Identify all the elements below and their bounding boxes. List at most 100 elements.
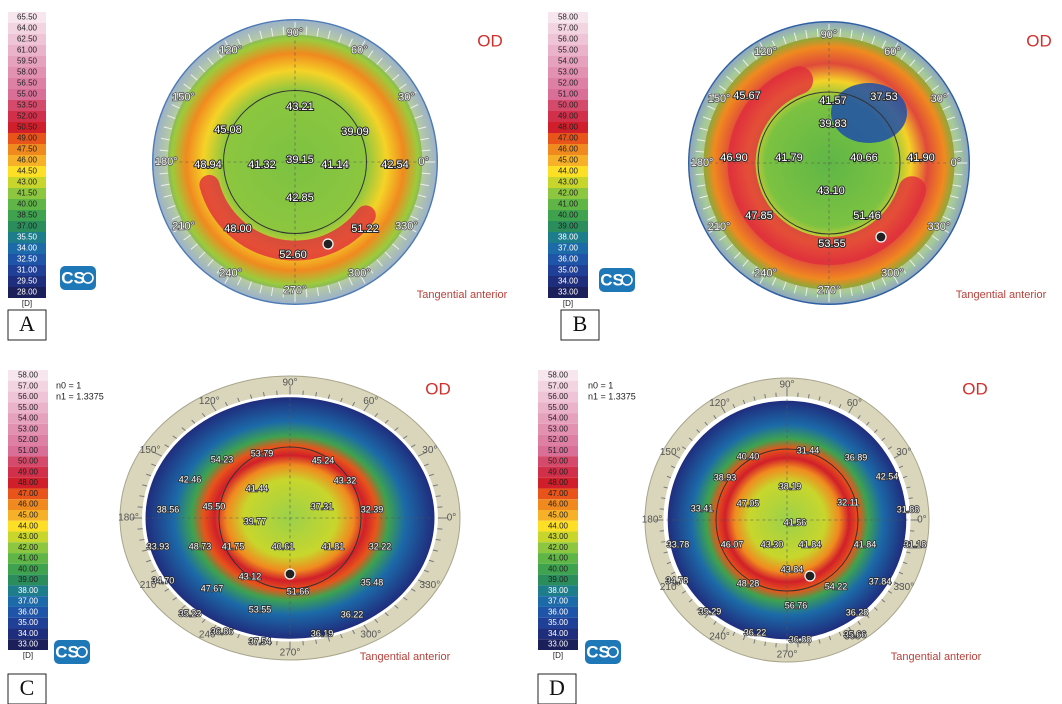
scale-label: 58.00	[17, 68, 38, 77]
scale-label: 41.00	[18, 554, 39, 563]
scale-label: 40.00	[18, 564, 39, 573]
scale-label: 56.50	[17, 79, 38, 88]
angle-label: 0°	[447, 513, 457, 524]
map-reading: 43.84	[781, 564, 804, 574]
scale-label: 46.00	[548, 500, 569, 509]
map-reading: 39.15	[286, 154, 314, 166]
scale-label: 38.50	[17, 211, 38, 220]
map-type: Tangential anterior	[956, 289, 1047, 301]
scale-label: 41.50	[17, 189, 38, 198]
map-reading: 40.66	[850, 152, 878, 164]
map-reading: 36.22	[341, 609, 364, 619]
param: n1 = 1.3375	[588, 391, 636, 401]
angle-label: 300°	[348, 267, 371, 279]
scale-label: 61.00	[17, 46, 38, 55]
angle-label: 30°	[422, 445, 437, 456]
scale-label: 50.00	[558, 101, 579, 110]
scale-label: 54.00	[558, 57, 579, 66]
angle-label: 90°	[779, 380, 794, 391]
scale-label: 37.00	[17, 222, 38, 231]
scale-label: 51.00	[558, 90, 579, 99]
map-reading: 54.22	[825, 581, 848, 591]
map-reading: 42.85	[286, 192, 314, 204]
scale-label: 58.00	[18, 370, 39, 379]
scale-label: 39.00	[558, 222, 579, 231]
angle-label: 60°	[351, 44, 368, 56]
map-reading: 48.00	[224, 223, 252, 235]
scale-label: 43.00	[18, 532, 39, 541]
map-type: Tangential anterior	[360, 651, 451, 663]
scale-label: 59.50	[17, 57, 38, 66]
scale-label: 52.00	[548, 435, 569, 444]
param: n0 = 1	[56, 380, 81, 390]
scale-label: 45.00	[558, 156, 579, 165]
map-reading: 34.70	[152, 575, 175, 585]
angle-label: 60°	[847, 398, 862, 409]
angle-label: 0°	[418, 156, 429, 168]
map-reading: 46.90	[720, 152, 748, 164]
scale-label: 58.00	[548, 370, 569, 379]
angle-label: 270°	[280, 648, 301, 659]
param: n1 = 1.3375	[56, 391, 104, 401]
map-reading: 46.07	[721, 539, 744, 549]
map-reading: 51.22	[351, 223, 379, 235]
map-reading: 32.22	[369, 541, 392, 551]
scale-label: 41.00	[558, 200, 579, 209]
apex-marker	[285, 569, 295, 579]
scale-label: 34.00	[548, 629, 569, 638]
scale-label: 34.00	[558, 277, 579, 286]
scale-label: 47.50	[17, 145, 38, 154]
angle-label: 150°	[660, 447, 681, 458]
logo-text: CS	[61, 268, 85, 287]
scale-label: 55.00	[18, 403, 39, 412]
angle-label: 210°	[708, 221, 731, 233]
map-reading: 33.78	[667, 539, 690, 549]
panel: 65.5064.0062.5061.0059.5058.0056.5055.00…	[8, 12, 508, 340]
scale-label: 55.00	[558, 46, 579, 55]
map-reading: 43.30	[761, 539, 784, 549]
scale-label: 52.00	[18, 435, 39, 444]
angle-label: 150°	[172, 92, 195, 104]
scale-label: 56.00	[548, 392, 569, 401]
map-reading: 35.66	[844, 629, 867, 639]
scale-label: 44.00	[548, 521, 569, 530]
scale-label: 29.50	[17, 277, 38, 286]
map-reading: 51.66	[287, 586, 310, 596]
logo-text: CS	[55, 642, 79, 661]
scale-label: 40.00	[17, 200, 38, 209]
scale-label: 64.00	[17, 24, 38, 33]
scale-unit: [D]	[553, 651, 563, 660]
scale-label: 45.00	[18, 510, 39, 519]
map-reading: 36.88	[789, 634, 812, 644]
scale-label: 50.00	[18, 457, 39, 466]
map-reading: 43.21	[286, 101, 314, 113]
panel-letter: C	[20, 675, 35, 700]
map-reading: 41.84	[854, 539, 877, 549]
angle-label: 330°	[395, 220, 418, 232]
scale-label: 45.00	[548, 510, 569, 519]
scale-label: 56.00	[18, 392, 39, 401]
map-reading: 38.19	[779, 481, 802, 491]
scale-label: 49.00	[18, 467, 39, 476]
map-reading: 42.46	[179, 474, 202, 484]
scale-unit: [D]	[563, 299, 573, 308]
scale-label: 46.00	[558, 145, 579, 154]
map-reading: 41.81	[322, 541, 345, 551]
map-reading: 40.61	[272, 541, 295, 551]
map-reading: 41.79	[775, 152, 803, 164]
angle-label: 150°	[140, 445, 161, 456]
map-reading: 31.18	[904, 539, 927, 549]
map-reading: 37.31	[311, 501, 334, 511]
scale-label: 38.00	[558, 233, 579, 242]
map-reading: 47.05	[737, 498, 760, 508]
map-type: Tangential anterior	[891, 651, 982, 663]
angle-label: 120°	[754, 46, 777, 58]
scale-label: 55.00	[548, 403, 569, 412]
map-reading: 41.44	[246, 483, 269, 493]
angle-label: 0°	[951, 157, 962, 169]
scale-label: 46.00	[18, 500, 39, 509]
scale-label: 49.00	[17, 134, 38, 143]
angle-label: 0°	[917, 515, 927, 526]
map-reading: 38.93	[714, 472, 737, 482]
map-reading: 31.44	[797, 445, 820, 455]
